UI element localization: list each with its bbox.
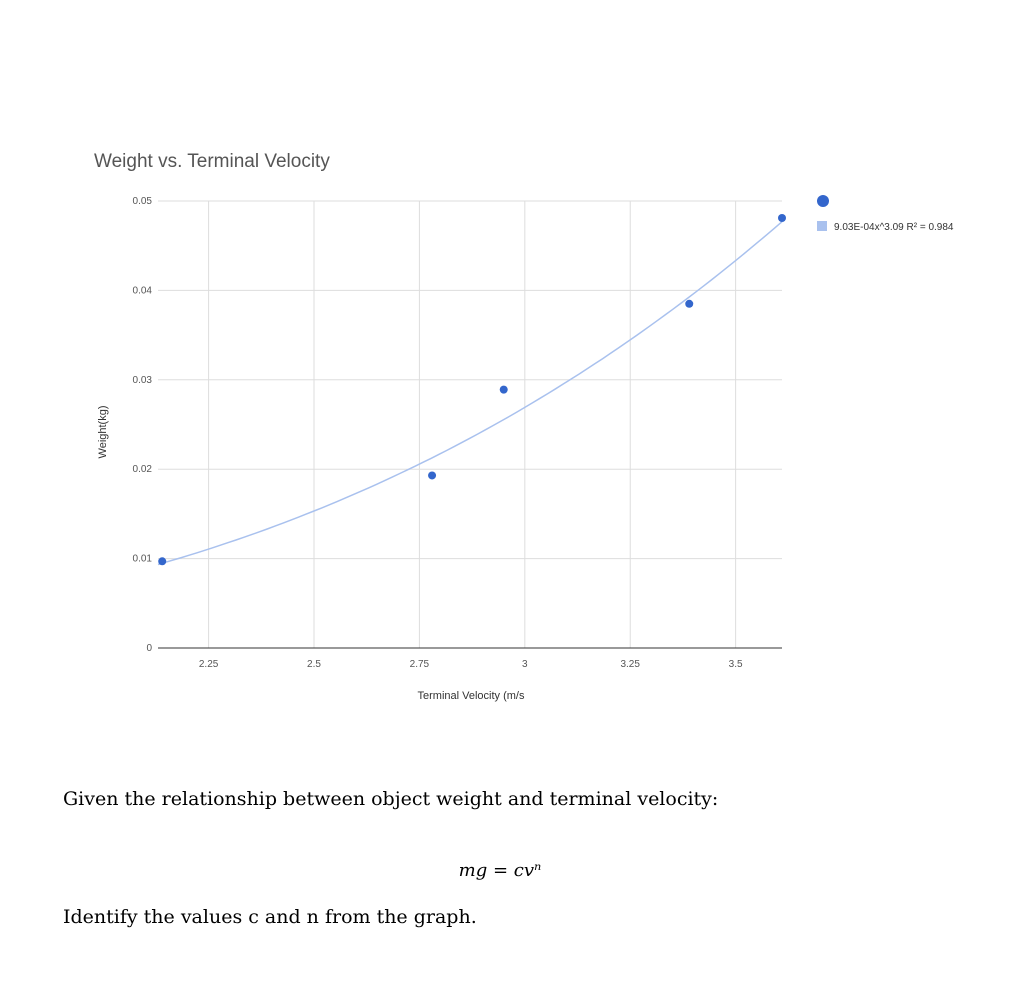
legend-trendline-label: 9.03E-04x^3.09 R² = 0.984 — [834, 222, 954, 233]
x-tick-label: 2.5 — [307, 659, 321, 670]
x-tick-label: 3.5 — [729, 659, 743, 670]
question-intro: Given the relationship between object we… — [63, 788, 719, 810]
x-tick-label: 2.75 — [410, 659, 430, 670]
x-tick-label: 2.25 — [199, 659, 219, 670]
y-tick-label: 0.04 — [133, 285, 153, 296]
x-tick-label: 3.25 — [620, 659, 640, 670]
data-points — [158, 213, 786, 566]
scatter-chart: Weight vs. Terminal Velocity 0 0.01 0.02 0.… — [94, 151, 954, 702]
data-point — [778, 213, 786, 222]
data-point — [158, 557, 167, 566]
x-axis-label: Terminal Velocity (m/s — [418, 690, 525, 702]
grid — [158, 200, 782, 648]
equation: mg = cvⁿ — [458, 860, 542, 881]
y-tick-label: 0.03 — [133, 375, 153, 386]
question-task: Identify the values c and n from the gra… — [63, 906, 477, 928]
x-tick-label: 3 — [522, 659, 528, 670]
x-axis-ticks: 2.25 2.5 2.75 3 3.25 3.5 — [199, 659, 743, 670]
y-tick-label: 0 — [146, 643, 152, 654]
y-axis-ticks: 0 0.01 0.02 0.03 0.04 0.05 — [133, 196, 153, 654]
y-tick-label: 0.01 — [133, 554, 153, 565]
y-axis-label: Weight(kg) — [97, 406, 109, 459]
legend-series-marker — [817, 195, 829, 207]
data-point — [499, 385, 508, 394]
data-point — [428, 471, 437, 480]
legend: 9.03E-04x^3.09 R² = 0.984 — [817, 195, 954, 233]
trendline — [157, 221, 783, 566]
chart-title: Weight vs. Terminal Velocity — [94, 151, 330, 172]
legend-trendline-swatch — [817, 221, 827, 231]
data-point — [685, 299, 694, 308]
y-tick-label: 0.05 — [133, 196, 153, 207]
y-tick-label: 0.02 — [133, 464, 153, 475]
